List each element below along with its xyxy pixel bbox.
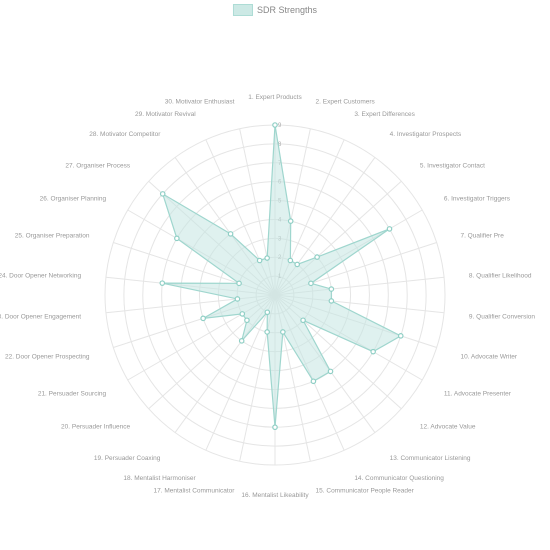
series-point [235, 297, 239, 301]
axis-label: 3. Expert Differences [354, 111, 415, 118]
axis-label: 4. Investigator Prospects [390, 131, 462, 138]
series-point [329, 299, 333, 303]
legend-label: SDR Strengths [257, 5, 317, 15]
legend-swatch [233, 4, 253, 16]
axis-label: 28. Motivator Competitor [89, 131, 161, 138]
axis-label: 20. Persuader Influence [61, 423, 130, 430]
series-point [329, 287, 333, 291]
axis-label: 17. Mentalist Communicator [154, 488, 236, 495]
axis-label: 9. Qualifier Conversion [469, 313, 535, 320]
axis-label: 27. Organiser Process [65, 163, 130, 170]
series-point [301, 318, 305, 322]
axis-label: 30. Motivator Enthusiast [165, 98, 235, 105]
series-point [228, 232, 232, 236]
axis-label: 26. Organiser Planning [40, 196, 107, 203]
series-point [257, 258, 261, 262]
axis-label: 13. Communicator Listening [390, 455, 471, 462]
tick-label: 9 [278, 123, 282, 129]
axis-label: 14. Communicator Questioning [354, 475, 444, 482]
series-point [161, 192, 165, 196]
axis-label: 22. Door Opener Prospecting [5, 353, 90, 360]
series-point [371, 349, 375, 353]
series-point [311, 379, 315, 383]
axis-label: 11. Advocate Presenter [444, 391, 512, 398]
series-point [175, 236, 179, 240]
axis-label: 1. Expert Products [248, 94, 302, 101]
series-point [295, 262, 299, 266]
series-point [288, 258, 292, 262]
axis-label: 16. Mentalist Likeability [241, 492, 309, 499]
axis-label: 21. Persuader Sourcing [38, 391, 107, 398]
radar-chart: 1234567891. Expert Products2. Expert Cus… [0, 0, 550, 550]
axis-label: 8. Qualifier Likelihood [469, 273, 532, 280]
axis-label: 5. Investigator Contact [420, 163, 485, 170]
series-point [387, 227, 391, 231]
series-point [237, 281, 241, 285]
legend: SDR Strengths [233, 4, 317, 16]
series-point [160, 281, 164, 285]
series-point [281, 330, 285, 334]
series-point [265, 256, 269, 260]
series-point [273, 425, 277, 429]
axis-label: 15. Communicator People Reader [316, 488, 415, 495]
axis-label: 2. Expert Customers [316, 98, 376, 105]
series-point [239, 339, 243, 343]
series-point [315, 255, 319, 259]
axis-label: 12. Advocate Value [420, 423, 476, 430]
series-point [309, 281, 313, 285]
axis-label: 7. Qualifier Pre [460, 233, 504, 240]
series-point [273, 123, 277, 127]
axis-label: 18. Mentalist Harmoniser [123, 475, 196, 482]
axis-label: 10. Advocate Writer [460, 353, 517, 360]
axis-label: 29. Motivator Revival [135, 111, 196, 118]
axis-label: 23. Door Opener Engagement [0, 313, 81, 320]
axis-label: 6. Investigator Triggers [444, 196, 511, 203]
series-point [289, 219, 293, 223]
series-point [201, 316, 205, 320]
series-point [265, 330, 269, 334]
series-point [240, 312, 244, 316]
axis-label: 19. Persuader Coaxing [94, 455, 161, 462]
series-point [328, 369, 332, 373]
axis-label: 25. Organiser Preparation [15, 233, 90, 240]
series-point [265, 310, 269, 314]
axis-label: 24. Door Opener Networking [0, 273, 81, 280]
series-point [245, 318, 249, 322]
series-point [399, 334, 403, 338]
